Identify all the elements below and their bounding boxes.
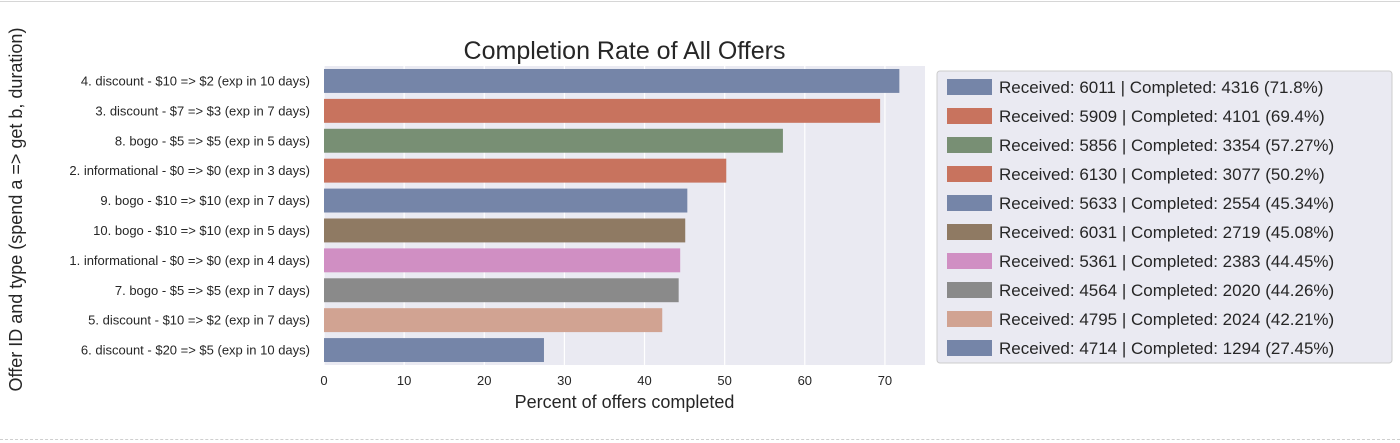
- bar: [324, 128, 783, 153]
- legend-swatch: [947, 108, 992, 124]
- bar: [324, 68, 900, 93]
- bar: [324, 98, 881, 123]
- legend-entry: Received: 5909 | Completed: 4101 (69.4%): [999, 107, 1325, 126]
- legend-entry: Received: 6031 | Completed: 2719 (45.08%…: [999, 223, 1334, 242]
- y-tick-label: 2. informational - $0 => $0 (exp in 3 da…: [69, 163, 310, 178]
- legend-swatch: [947, 224, 992, 240]
- y-tick-label: 4. discount - $10 => $2 (exp in 10 days): [81, 73, 310, 88]
- x-tick-label: 70: [878, 373, 892, 388]
- legend-swatch: [947, 79, 992, 95]
- legend-entry: Received: 4564 | Completed: 2020 (44.26%…: [999, 281, 1334, 300]
- x-tick-label: 50: [717, 373, 731, 388]
- bar: [324, 278, 679, 303]
- chart-title: Completion Rate of All Offers: [464, 37, 786, 65]
- x-tick-label: 0: [320, 373, 327, 388]
- legend-entry: Received: 5633 | Completed: 2554 (45.34%…: [999, 194, 1334, 213]
- legend-entry: Received: 4714 | Completed: 1294 (27.45%…: [999, 339, 1334, 358]
- x-axis-label: Percent of offers completed: [515, 392, 735, 412]
- legend-swatch: [947, 137, 992, 153]
- legend-entry: Received: 6130 | Completed: 3077 (50.2%): [999, 165, 1325, 184]
- legend-swatch: [947, 253, 992, 269]
- legend-swatch: [947, 311, 992, 327]
- bar: [324, 248, 681, 273]
- legend: Received: 6011 | Completed: 4316 (71.8%)…: [936, 70, 1393, 364]
- y-tick-label: 6. discount - $20 => $5 (exp in 10 days): [81, 343, 310, 358]
- x-tick-label: 20: [477, 373, 491, 388]
- y-tick-label: 5. discount - $10 => $2 (exp in 7 days): [88, 313, 310, 328]
- legend-box: [936, 70, 1393, 364]
- y-tick-label: 10. bogo - $10 => $10 (exp in 5 days): [93, 223, 310, 238]
- legend-entry: Received: 5361 | Completed: 2383 (44.45%…: [999, 252, 1334, 271]
- x-tick-label: 30: [557, 373, 571, 388]
- bottom-divider: [0, 439, 1400, 440]
- x-tick-label: 10: [397, 373, 411, 388]
- bars: [324, 68, 900, 363]
- legend-swatch: [947, 195, 992, 211]
- x-tick-labels: 0 10 20 30 40 50 60 70: [320, 373, 892, 388]
- y-tick-label: 8. bogo - $5 => $5 (exp in 5 days): [115, 133, 310, 148]
- y-tick-label: 1. informational - $0 => $0 (exp in 4 da…: [69, 253, 310, 268]
- bar: [324, 188, 688, 213]
- bar: [324, 218, 686, 243]
- legend-entry: Received: 6011 | Completed: 4316 (71.8%): [999, 78, 1323, 97]
- y-tick-labels: 4. discount - $10 => $2 (exp in 10 days)…: [69, 73, 310, 357]
- top-divider: [0, 1, 1400, 2]
- legend-swatch: [947, 340, 992, 356]
- y-axis-label: Offer ID and type (spend a => get b, dur…: [6, 28, 26, 392]
- legend-swatch: [947, 166, 992, 182]
- bar: [324, 308, 663, 333]
- legend-entry: Received: 5856 | Completed: 3354 (57.27%…: [999, 136, 1334, 155]
- bar: [324, 338, 544, 363]
- legend-entry: Received: 4795 | Completed: 2024 (42.21%…: [999, 310, 1334, 329]
- y-tick-label: 7. bogo - $5 => $5 (exp in 7 days): [115, 283, 310, 298]
- legend-swatch: [947, 282, 992, 298]
- x-tick-label: 40: [637, 373, 651, 388]
- y-tick-label: 9. bogo - $10 => $10 (exp in 7 days): [100, 193, 310, 208]
- x-tick-label: 60: [798, 373, 812, 388]
- bar: [324, 158, 727, 183]
- y-tick-label: 3. discount - $7 => $3 (exp in 7 days): [95, 103, 310, 118]
